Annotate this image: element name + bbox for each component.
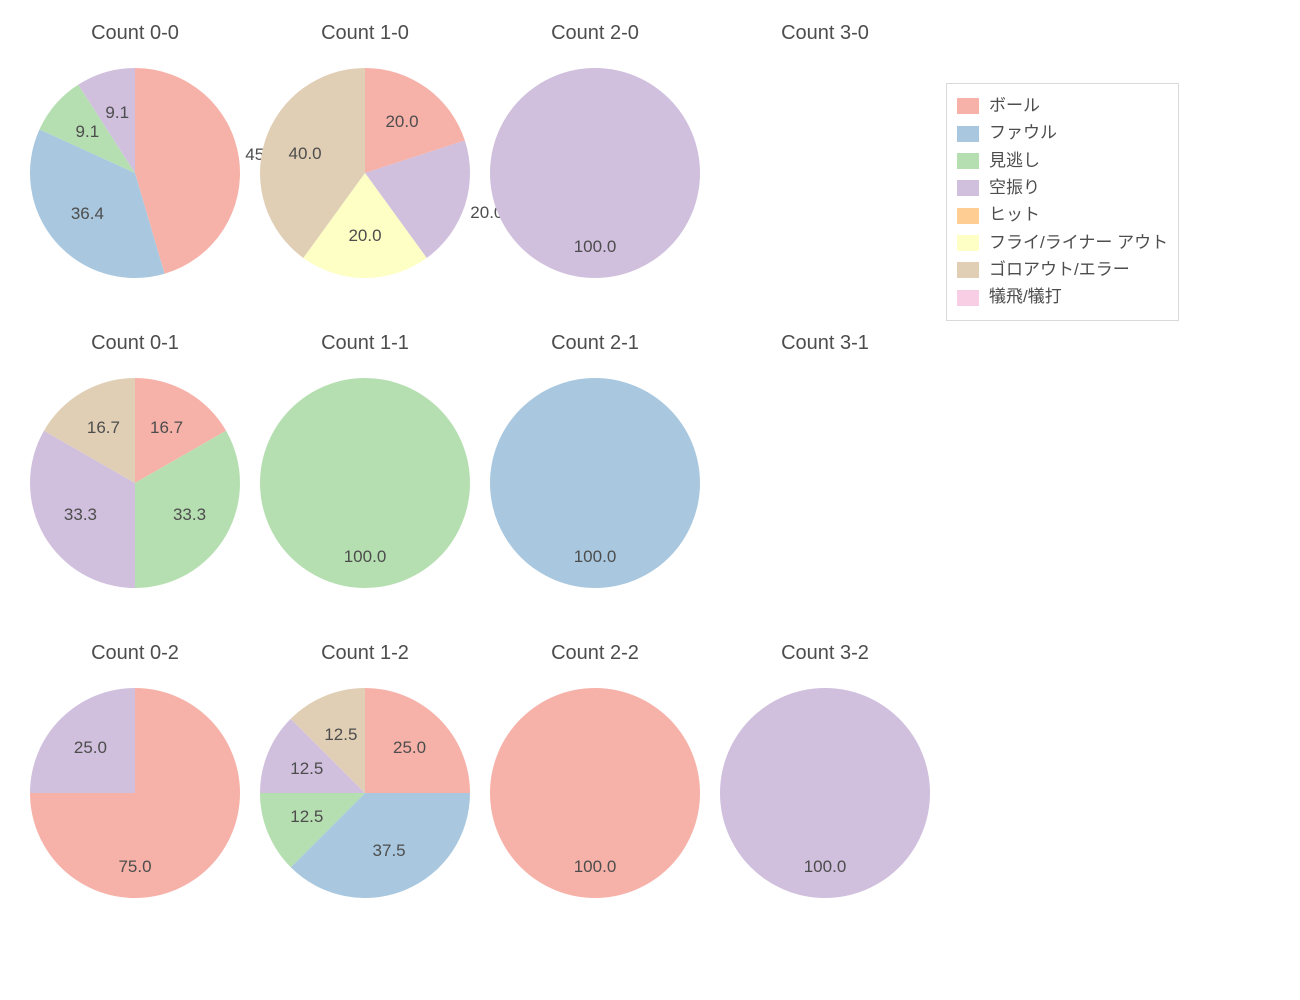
- pie-cell: Count 2-1 100.0: [480, 320, 710, 630]
- legend-swatch: [957, 180, 979, 196]
- pie-wrap: 75.0 25.0: [30, 688, 240, 898]
- pie-title: Count 2-2: [480, 642, 710, 665]
- pie-title: Count 1-2: [250, 642, 480, 665]
- pie-slice-label: 40.0: [289, 144, 322, 164]
- legend-swatch: [957, 235, 979, 251]
- pie-wrap: [720, 68, 930, 278]
- pie-title: Count 1-1: [250, 332, 480, 355]
- pie-slice-label: 100.0: [804, 857, 847, 877]
- pie-title: Count 2-1: [480, 332, 710, 355]
- pie-slice-label: 100.0: [574, 857, 617, 877]
- pie-wrap: [720, 378, 930, 588]
- legend-item: 犠飛/犠打: [957, 284, 1168, 310]
- pie-wrap: 100.0: [490, 688, 700, 898]
- pie-slice-label: 16.7: [150, 418, 183, 438]
- pie-slice-label: 12.5: [290, 759, 323, 779]
- pie-svg: [30, 378, 240, 588]
- pie-slice-label: 33.3: [64, 505, 97, 525]
- pie-wrap: 45.536.49.19.1: [30, 68, 240, 278]
- legend-swatch: [957, 98, 979, 114]
- pie-slice-label: 12.5: [324, 725, 357, 745]
- pie-title: Count 2-0: [480, 22, 710, 45]
- pie-slice-label: 16.7: [87, 418, 120, 438]
- pie-wrap: 100.0: [490, 378, 700, 588]
- pie-title: Count 3-2: [710, 642, 940, 665]
- pie-cell: Count 0-1 16.7 33.3 33.3 16.7: [20, 320, 250, 630]
- legend-swatch: [957, 262, 979, 278]
- pie-cell: Count 0-2 75.0 25.0: [20, 630, 250, 940]
- pie-svg: [260, 688, 470, 898]
- pie-wrap: 16.7 33.3 33.3 16.7: [30, 378, 240, 588]
- pie-title: Count 0-0: [20, 22, 250, 45]
- legend-item: ボール: [957, 93, 1168, 119]
- pie-grid-root: Count 0-045.536.49.19.1Count 1-020.020.0…: [0, 0, 1300, 1000]
- pie-wrap: 20.020.020.040.0: [260, 68, 470, 278]
- legend-label: 見逃し: [989, 148, 1040, 174]
- pie-slice-label: 100.0: [574, 237, 617, 257]
- pie-slice-label: 75.0: [118, 857, 151, 877]
- pie-slice-label: 20.0: [348, 226, 381, 246]
- pie-cell: Count 0-045.536.49.19.1: [20, 10, 250, 320]
- legend-label: ヒット: [989, 202, 1040, 228]
- pie-slice-label: 36.4: [71, 204, 104, 224]
- pie-slice-label: 25.0: [74, 738, 107, 758]
- legend-item: ファウル: [957, 120, 1168, 146]
- legend-label: フライ/ライナー アウト: [989, 230, 1168, 256]
- pie-slice-label: 33.3: [173, 505, 206, 525]
- pie-slice-label: 20.0: [385, 112, 418, 132]
- pie-svg: [30, 68, 240, 278]
- legend-swatch: [957, 126, 979, 142]
- legend-swatch: [957, 208, 979, 224]
- pie-cell: Count 3-0: [710, 10, 940, 320]
- pie-svg: [260, 68, 470, 278]
- pie-title: Count 1-0: [250, 22, 480, 45]
- pie-wrap: 100.0: [490, 68, 700, 278]
- legend-label: ファウル: [989, 120, 1057, 146]
- legend: ボールファウル見逃し空振りヒットフライ/ライナー アウトゴロアウト/エラー犠飛/…: [946, 83, 1179, 321]
- pie-slice-label: 9.1: [76, 122, 100, 142]
- pie-title: Count 3-0: [710, 22, 940, 45]
- legend-label: 空振り: [989, 175, 1040, 201]
- legend-item: 空振り: [957, 175, 1168, 201]
- pie-cell: Count 1-1 100.0: [250, 320, 480, 630]
- legend-item: フライ/ライナー アウト: [957, 230, 1168, 256]
- pie-slice-label: 9.1: [105, 103, 129, 123]
- pie-cell: Count 3-2 100.0: [710, 630, 940, 940]
- pie-wrap: 100.0: [260, 378, 470, 588]
- pie-cell: Count 3-1: [710, 320, 940, 630]
- pie-slice-label: 100.0: [574, 547, 617, 567]
- legend-label: ボール: [989, 93, 1040, 119]
- legend-swatch: [957, 290, 979, 306]
- pie-wrap: 100.0: [720, 688, 930, 898]
- legend-item: 見逃し: [957, 148, 1168, 174]
- pie-cell: Count 1-020.020.020.040.0: [250, 10, 480, 320]
- pie-wrap: 25.037.512.512.512.5: [260, 688, 470, 898]
- legend-item: ゴロアウト/エラー: [957, 257, 1168, 283]
- legend-label: ゴロアウト/エラー: [989, 257, 1130, 283]
- legend-item: ヒット: [957, 202, 1168, 228]
- pie-title: Count 0-1: [20, 332, 250, 355]
- legend-label: 犠飛/犠打: [989, 284, 1062, 310]
- pie-cell: Count 2-0 100.0: [480, 10, 710, 320]
- pie-title: Count 3-1: [710, 332, 940, 355]
- pie-cell: Count 1-225.037.512.512.512.5: [250, 630, 480, 940]
- pie-title: Count 0-2: [20, 642, 250, 665]
- pie-cell: Count 2-2 100.0: [480, 630, 710, 940]
- pie-slice-label: 100.0: [344, 547, 387, 567]
- pie-slice-label: 12.5: [290, 807, 323, 827]
- pie-slice-label: 25.0: [393, 738, 426, 758]
- pie-slice-label: 37.5: [373, 841, 406, 861]
- legend-swatch: [957, 153, 979, 169]
